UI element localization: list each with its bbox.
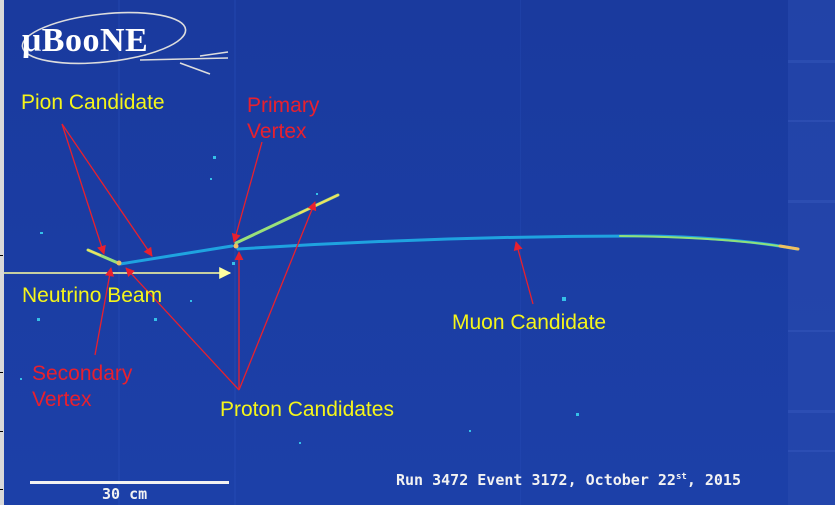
secondary-vertex-marker bbox=[116, 260, 122, 266]
noise-hits bbox=[20, 156, 579, 444]
proton-arrow-1 bbox=[125, 267, 240, 391]
annotation-arrows bbox=[61, 123, 534, 391]
secondary-vertex-arrow bbox=[94, 267, 114, 356]
neutrino-beam-label: Neutrino Beam bbox=[22, 284, 163, 307]
secondary-vertex-label-line2: Vertex bbox=[32, 388, 92, 411]
proton-arrow-3 bbox=[238, 201, 317, 391]
secondary-vertex-label-line1: Secondary bbox=[32, 362, 133, 385]
primary-vertex-label-line1: Primary bbox=[247, 94, 320, 117]
primary-vertex-arrow bbox=[231, 141, 263, 243]
edge-ticks bbox=[0, 255, 3, 490]
logo-swoosh bbox=[21, 11, 229, 75]
run-info-year: , 2015 bbox=[686, 471, 741, 489]
left-border bbox=[0, 0, 4, 505]
pion-track bbox=[118, 244, 234, 266]
muon-candidate-label: Muon Candidate bbox=[452, 311, 607, 334]
primary-vertex-label-line2: Vertex bbox=[247, 120, 307, 143]
microboone-logo: μBooNE bbox=[22, 22, 149, 59]
run-info-text: Run 3472 Event 3172, October 22 bbox=[396, 471, 676, 489]
noise-band bbox=[788, 0, 835, 505]
proton-candidates-label: Proton Candidates bbox=[220, 398, 394, 421]
run-info-sup: st bbox=[675, 472, 687, 482]
run-info: Run 3472 Event 3172, October 22st, 2015 bbox=[396, 471, 741, 489]
scale-label: 30 cm bbox=[102, 485, 148, 503]
primary-vertex-marker bbox=[233, 243, 239, 249]
scale-bar bbox=[30, 481, 229, 484]
pion-candidate-label: Pion Candidate bbox=[21, 91, 165, 114]
pion-arrow-1 bbox=[61, 123, 106, 255]
pion-arrow-2 bbox=[61, 123, 153, 257]
muon-arrow bbox=[513, 241, 534, 305]
